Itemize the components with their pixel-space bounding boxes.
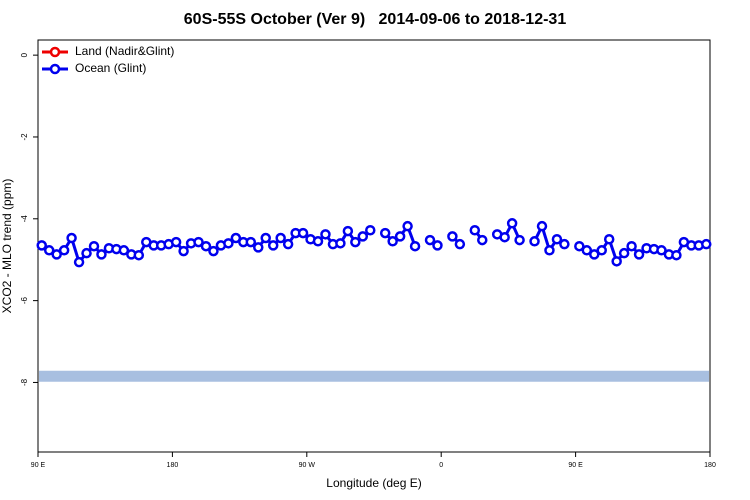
point bbox=[36, 240, 47, 251]
point bbox=[387, 236, 398, 247]
point bbox=[379, 227, 391, 239]
x-tick-label: 180 bbox=[704, 462, 716, 469]
point bbox=[365, 224, 376, 236]
point bbox=[499, 231, 510, 243]
point bbox=[58, 245, 70, 256]
x-tick-label: 90 W bbox=[299, 462, 316, 469]
point bbox=[208, 245, 219, 257]
point bbox=[701, 238, 712, 250]
point bbox=[335, 238, 346, 249]
point bbox=[454, 238, 466, 250]
legend-marker bbox=[49, 63, 61, 75]
point bbox=[43, 245, 55, 256]
x-tick-label: 0 bbox=[439, 462, 443, 469]
point bbox=[626, 240, 637, 252]
point bbox=[200, 240, 212, 252]
point bbox=[469, 224, 481, 236]
point bbox=[514, 234, 525, 246]
point bbox=[253, 242, 264, 253]
point bbox=[118, 245, 130, 256]
point bbox=[81, 247, 92, 259]
point bbox=[267, 240, 279, 251]
point bbox=[581, 245, 593, 256]
point bbox=[596, 245, 607, 256]
point bbox=[223, 238, 234, 249]
point bbox=[477, 234, 488, 246]
y-tick-label: -8 bbox=[20, 378, 29, 386]
legend-label: Ocean (Glint) bbox=[75, 61, 146, 75]
point bbox=[424, 234, 436, 246]
point bbox=[275, 232, 286, 244]
point bbox=[618, 247, 630, 259]
point bbox=[402, 220, 413, 232]
point bbox=[230, 232, 242, 244]
point bbox=[282, 238, 294, 250]
point bbox=[96, 249, 107, 260]
point bbox=[529, 236, 540, 247]
legend-marker bbox=[49, 46, 61, 58]
point bbox=[170, 236, 182, 248]
point bbox=[357, 231, 369, 242]
y-tick-label: -4 bbox=[20, 215, 29, 223]
point bbox=[536, 220, 548, 232]
x-tick-label: 90 E bbox=[31, 462, 46, 469]
point bbox=[447, 231, 458, 242]
point bbox=[432, 240, 443, 251]
point bbox=[603, 233, 615, 245]
x-tick-label: 90 E bbox=[568, 462, 583, 469]
point bbox=[133, 249, 145, 261]
chart-title: 60S-55S October (Ver 9) 2014-09-06 to 20… bbox=[184, 11, 567, 28]
point bbox=[589, 249, 600, 260]
point bbox=[342, 225, 354, 237]
point bbox=[409, 240, 421, 252]
point bbox=[320, 229, 331, 240]
plot-frame bbox=[37, 39, 711, 453]
point bbox=[297, 227, 309, 239]
point bbox=[656, 245, 667, 256]
point bbox=[633, 249, 645, 260]
legend-label: Land (Nadir&Glint) bbox=[75, 44, 174, 58]
point bbox=[312, 236, 324, 247]
y-tick-label: -2 bbox=[20, 133, 29, 141]
point bbox=[350, 236, 361, 248]
y-axis-label: XCO2 - MLO trend (ppm) bbox=[0, 179, 14, 314]
point bbox=[193, 236, 204, 248]
point bbox=[394, 231, 406, 242]
point bbox=[245, 236, 257, 248]
x-axis-label: Longitude (deg E) bbox=[326, 476, 421, 490]
point bbox=[260, 232, 271, 244]
point bbox=[671, 249, 682, 261]
point bbox=[51, 249, 62, 260]
point bbox=[178, 245, 189, 257]
point bbox=[506, 218, 518, 229]
point bbox=[73, 256, 85, 268]
point bbox=[574, 240, 585, 252]
point bbox=[611, 256, 622, 267]
y-tick-label: -6 bbox=[20, 297, 29, 305]
point bbox=[544, 245, 555, 256]
y-tick-label: 0 bbox=[20, 52, 29, 57]
point bbox=[66, 232, 77, 244]
x-tick-label: 180 bbox=[167, 462, 179, 469]
point bbox=[559, 238, 570, 250]
point bbox=[551, 233, 563, 245]
point bbox=[88, 240, 100, 252]
